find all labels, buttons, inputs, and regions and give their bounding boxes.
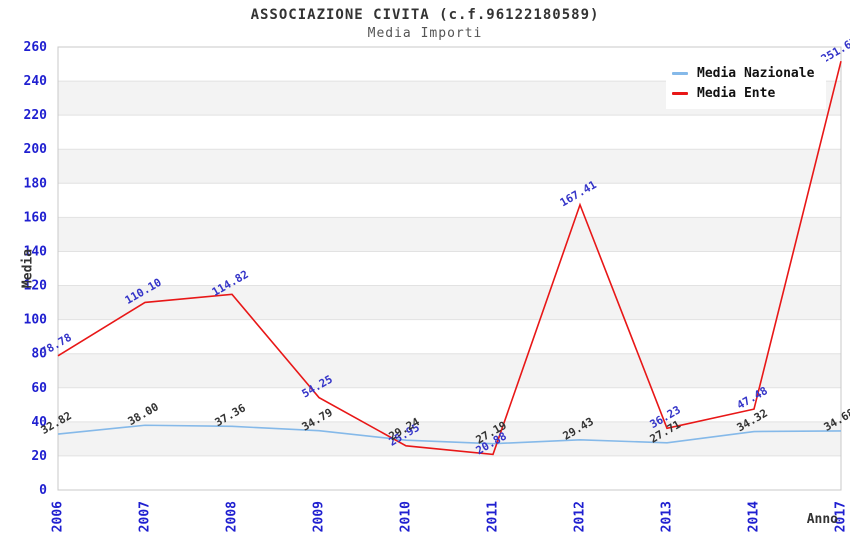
svg-text:80: 80 <box>31 347 47 362</box>
svg-text:0: 0 <box>39 483 47 498</box>
svg-text:260: 260 <box>24 40 48 55</box>
svg-text:2012: 2012 <box>573 501 588 532</box>
chart-subtitle: Media Importi <box>367 26 483 41</box>
svg-text:40: 40 <box>31 415 47 430</box>
x-axis-title: Anno <box>806 512 838 527</box>
svg-text:2010: 2010 <box>399 501 414 532</box>
plot-border <box>57 46 842 491</box>
svg-text:140: 140 <box>24 244 48 259</box>
svg-text:160: 160 <box>24 210 48 225</box>
legend-label-nazionale: Media Nazionale <box>697 65 815 81</box>
svg-text:100: 100 <box>24 313 48 328</box>
legend-item-media-nazionale: Media Nazionale <box>672 63 822 83</box>
svg-text:200: 200 <box>24 142 48 157</box>
svg-text:60: 60 <box>31 381 47 396</box>
svg-text:20: 20 <box>31 449 47 464</box>
svg-text:2014: 2014 <box>747 501 762 532</box>
grid-bands <box>58 47 841 490</box>
legend-swatch-ente-icon <box>672 91 688 95</box>
svg-text:2017: 2017 <box>834 501 849 532</box>
svg-text:2007: 2007 <box>138 501 153 532</box>
y-tick-labels: 0 20 40 60 80 100 120 140 160 180 200 220 240 260 <box>24 40 48 498</box>
legend-swatch-nazionale-icon <box>672 71 688 75</box>
x-tick-labels: 2006 2007 2008 2009 2010 2011 2012 2013 2014 2017 <box>51 501 849 532</box>
legend-label-ente: Media Ente <box>697 85 776 101</box>
svg-text:220: 220 <box>24 108 48 123</box>
legend-item-media-ente: Media Ente <box>672 83 822 103</box>
svg-text:2011: 2011 <box>486 501 501 532</box>
svg-text:2008: 2008 <box>225 501 240 532</box>
svg-text:240: 240 <box>24 74 48 89</box>
svg-text:120: 120 <box>24 279 48 294</box>
series-line-media-nazionale <box>57 424 842 445</box>
y-axis-title: Media <box>20 248 36 289</box>
svg-text:2013: 2013 <box>660 501 675 532</box>
svg-text:2009: 2009 <box>312 501 327 532</box>
series-line-media-ente <box>57 60 842 456</box>
legend: Media Nazionale Media Ente <box>666 57 826 109</box>
chart-title: ASSOCIAZIONE CIVITA (c.f.96122180589) <box>250 7 600 23</box>
svg-text:2006: 2006 <box>51 501 66 532</box>
svg-text:180: 180 <box>24 176 48 191</box>
